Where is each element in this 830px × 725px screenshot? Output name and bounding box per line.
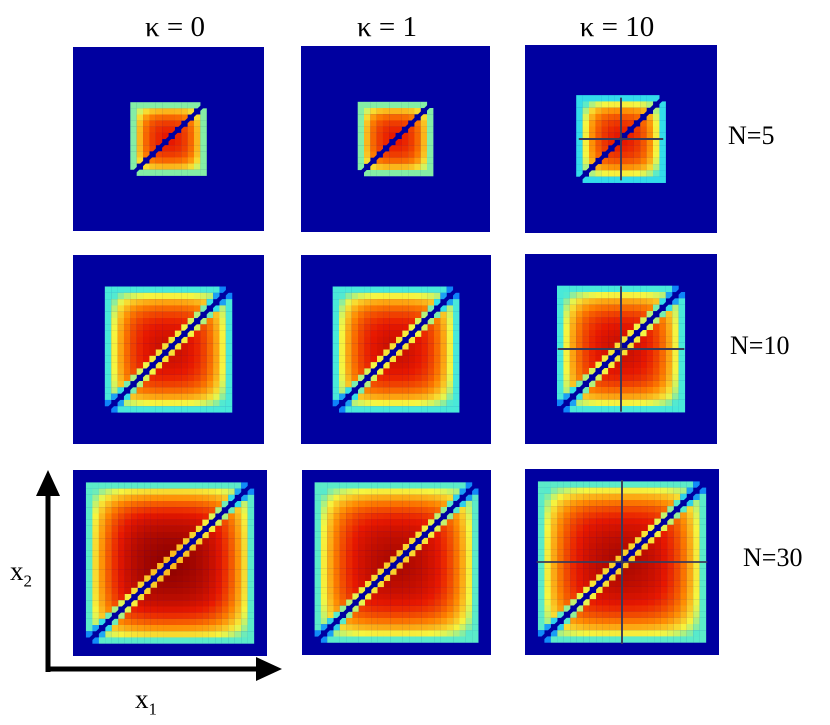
row-label-n10: N=10 xyxy=(730,331,790,360)
heatmap-image xyxy=(73,255,264,444)
heatmap-panel-n30-kappa0 xyxy=(73,470,267,656)
column-label-kappa-10: κ = 10 xyxy=(579,11,655,43)
x1-arrowhead-icon xyxy=(256,657,282,681)
column-label-kappa-1: κ = 1 xyxy=(357,11,417,43)
diagonal-slit xyxy=(104,285,233,414)
heatmap-panel-n10-kappa10 xyxy=(525,254,717,444)
diagonal-slit xyxy=(312,479,481,646)
diagonal-slit xyxy=(128,100,209,178)
x1-axis-label-main: x xyxy=(135,684,149,714)
heatmap-panel-n30-kappa10 xyxy=(525,469,719,655)
heatmap-panel-n5-kappa1 xyxy=(301,46,490,232)
x1-axis-label-sub: 1 xyxy=(148,699,158,719)
x2-axis-label-sub: 2 xyxy=(23,571,33,591)
x2-axis-label-main: x xyxy=(10,556,24,586)
heatmap-panel-n10-kappa1 xyxy=(301,255,491,444)
x2-axis-label: x2 xyxy=(10,556,32,596)
row-label-n30: N=30 xyxy=(743,543,803,572)
row-label-n5: N=5 xyxy=(728,121,775,150)
heatmap-image xyxy=(302,470,491,655)
heatmap-image xyxy=(73,47,264,231)
heatmap-panel-n5-kappa0 xyxy=(73,47,264,231)
heatmap-image xyxy=(525,469,719,655)
heatmap-image xyxy=(525,254,717,444)
diagonal-slit xyxy=(83,479,257,647)
heatmap-image xyxy=(301,46,490,232)
x1-axis-label: x1 xyxy=(135,684,157,724)
heatmap-panel-n30-kappa1 xyxy=(302,470,491,655)
column-label-kappa-0: κ = 0 xyxy=(145,11,205,43)
heatmap-panel-n10-kappa0 xyxy=(73,255,264,444)
heatmap-image xyxy=(525,45,717,233)
diagonal-slit xyxy=(331,285,461,414)
heatmap-image xyxy=(301,255,491,444)
x2-arrowhead-icon xyxy=(36,470,60,496)
heatmap-panel-n5-kappa10 xyxy=(525,45,717,233)
heatmap-image xyxy=(73,470,267,656)
diagonal-slit xyxy=(356,100,435,178)
